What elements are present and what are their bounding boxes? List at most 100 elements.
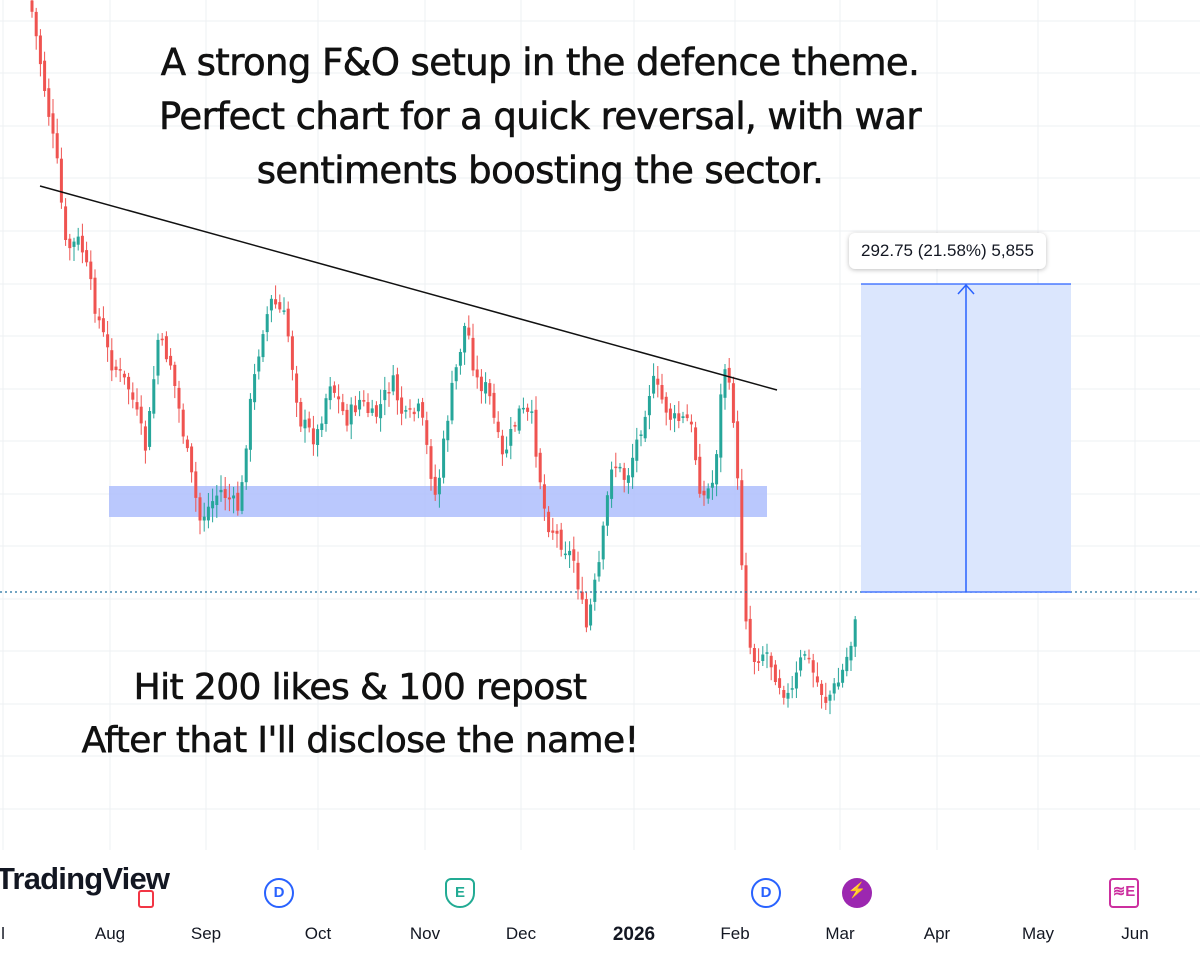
dividend-feb-icon[interactable]: D [751, 878, 781, 908]
candlestick-series[interactable] [30, 0, 857, 715]
candle-body [194, 471, 198, 498]
candle-body [370, 408, 374, 413]
candle-body [131, 392, 135, 400]
candle-body [622, 468, 626, 480]
candle-body [227, 497, 231, 500]
candle-body [778, 678, 782, 688]
dividend-sep-icon[interactable]: D [264, 878, 294, 908]
candle-body [51, 113, 55, 134]
candle-body [89, 261, 93, 280]
candle-body [337, 396, 341, 400]
earnings-marker-icon[interactable] [138, 890, 154, 908]
candle-body [345, 409, 349, 426]
candle-body [433, 476, 437, 495]
earnings-jun-icon[interactable]: ≋E [1109, 878, 1139, 908]
split-mar-icon[interactable]: ⚡ [842, 878, 872, 908]
candle-body [374, 405, 378, 417]
candle-body [47, 88, 51, 117]
candle-body [177, 387, 181, 409]
candle-body [274, 299, 278, 305]
candle-body [731, 383, 735, 423]
candle-body [547, 511, 551, 533]
candle-body [639, 434, 643, 436]
candle-body [568, 550, 572, 556]
candle-body [429, 446, 433, 479]
candle-body [454, 367, 458, 382]
candle-body [534, 409, 538, 457]
candle-body [673, 413, 677, 419]
candle-body [845, 656, 849, 672]
candle-body [723, 369, 727, 398]
candle-body [391, 375, 395, 392]
candle-body [416, 403, 420, 412]
candle-body [412, 411, 416, 415]
candle-body [64, 206, 68, 240]
candle-body [30, 0, 34, 12]
candle-body [122, 373, 126, 378]
candle-body [261, 334, 265, 358]
candle-body [702, 490, 706, 496]
candle-body [643, 416, 647, 439]
candle-body [169, 355, 173, 366]
candle-body [85, 250, 89, 263]
candle-body [34, 11, 38, 37]
candle-body [694, 427, 698, 461]
candle-body [710, 482, 714, 488]
candle-body [631, 457, 635, 478]
candle-body [240, 482, 244, 511]
candle-body [794, 672, 798, 689]
candle-body [202, 516, 206, 521]
candle-body [93, 277, 97, 314]
candle-body [811, 660, 815, 673]
candle-body [442, 438, 446, 478]
candle-body [752, 648, 756, 662]
candle-body [152, 379, 156, 414]
candle-body [383, 390, 387, 401]
candle-body [135, 402, 139, 410]
candle-body [484, 382, 488, 394]
x-tick-2026: 2026 [612, 924, 656, 945]
candle-body [59, 158, 63, 203]
candle-body [803, 654, 807, 656]
trendline[interactable] [39, 185, 778, 391]
x-tick-aug: Aug [94, 924, 126, 943]
candle-body [139, 406, 143, 424]
candle-body [387, 392, 391, 394]
candle-body [719, 394, 723, 458]
candle-body [572, 549, 576, 561]
candle-body [106, 334, 110, 348]
candle-body [597, 562, 601, 577]
candle-body [55, 133, 59, 159]
candle-body [664, 396, 668, 413]
candle-body [328, 386, 332, 401]
candle-body [807, 657, 811, 660]
candle-body [80, 235, 84, 253]
candle-body [299, 402, 303, 427]
candle-body [471, 337, 475, 371]
candle-body [324, 398, 328, 424]
candle-body [395, 374, 399, 401]
candle-body [425, 420, 429, 445]
candle-body [765, 652, 769, 654]
cta-line-2: After that I'll disclose the name! [81, 720, 639, 762]
candle-body [773, 664, 777, 682]
candle-body [526, 407, 530, 412]
candle-body [349, 404, 353, 425]
candle-body [538, 452, 542, 483]
candle-body [156, 339, 160, 376]
candle-body [358, 399, 362, 410]
x-tick-feb: Feb [720, 924, 750, 943]
candle-body [475, 369, 479, 378]
headline-line-2: Perfect chart for a quick reversal, with… [159, 95, 922, 139]
candle-body [820, 683, 824, 695]
candle-body [618, 466, 622, 469]
x-tick-jun: Jun [1121, 924, 1149, 943]
candle-body [173, 364, 177, 386]
earnings-nov-icon[interactable]: E [445, 878, 475, 908]
measure-label: 292.75 (21.58%) 5,855 [849, 233, 1046, 269]
candle-body [849, 645, 853, 661]
candle-body [320, 423, 324, 430]
candle-body [295, 373, 299, 403]
candle-body [290, 336, 294, 370]
